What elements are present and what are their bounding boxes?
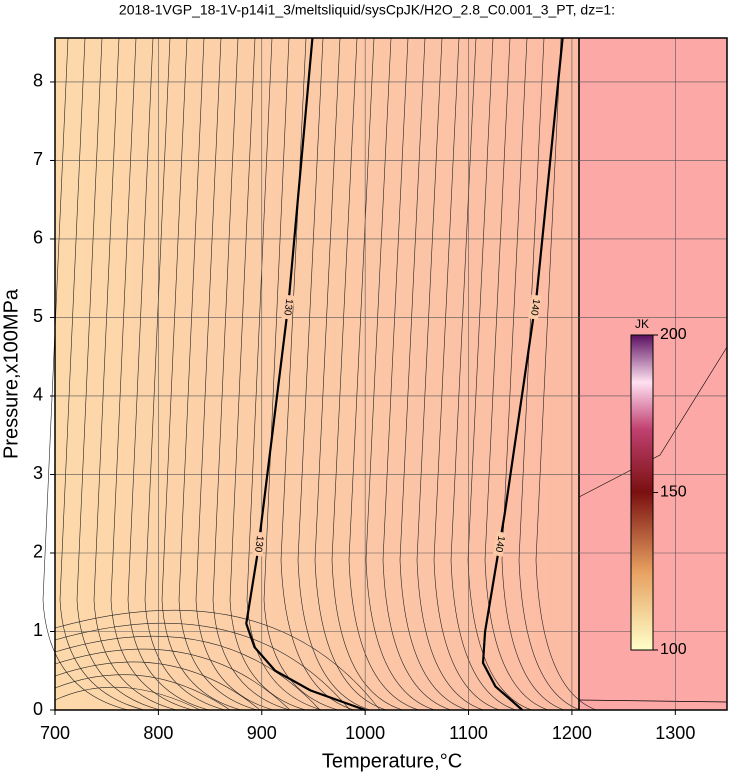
- x-tick-label: 1200: [552, 723, 592, 743]
- thin-contour: [280, 37, 355, 711]
- chart-title: 2018-1VGP_18-1V-p14i1_3/meltsliquid/sysC…: [119, 2, 615, 18]
- y-tick-label: 3: [33, 463, 43, 483]
- thin-contour: [382, 37, 452, 711]
- thin-contour: [54, 686, 201, 711]
- x-tick-label: 1100: [449, 723, 488, 743]
- thin-contour: [54, 648, 291, 711]
- y-tick-label: 5: [33, 306, 43, 326]
- thin-contour: [399, 37, 468, 711]
- thin-contour: [535, 37, 597, 711]
- x-tick-label: 800: [143, 723, 173, 743]
- x-tick-label: 1000: [345, 723, 385, 743]
- thin-contour: [263, 37, 339, 711]
- thin-contour: [144, 37, 225, 711]
- y-tick-label: 2: [33, 542, 43, 562]
- thin-contour: [54, 609, 381, 711]
- thin-contour: [314, 37, 387, 711]
- colorbar-tick-label: 200: [660, 326, 687, 343]
- colorbar-tick-label: 100: [660, 641, 687, 658]
- thin-contour: [195, 37, 274, 711]
- thin-contour: [297, 37, 371, 711]
- thin-contour: [578, 346, 728, 498]
- x-axis-label: Temperature,°C: [322, 750, 462, 772]
- x-tick-label: 700: [40, 723, 70, 743]
- y-axis-label: Pressure,x100MPa: [0, 288, 22, 459]
- colorbar-label: JK: [635, 317, 649, 331]
- contour-label-bg: [281, 294, 295, 320]
- contour-label-bg: [252, 531, 266, 557]
- contour-line: [481, 37, 564, 711]
- thin-contour: [54, 622, 351, 711]
- y-tick-label: 4: [33, 385, 43, 405]
- thin-contour: [229, 37, 306, 711]
- thin-contour: [76, 37, 161, 711]
- colorbar-tick-label: 150: [660, 484, 687, 501]
- thin-contour: [110, 37, 193, 711]
- x-tick-label: 900: [247, 723, 277, 743]
- contour-label-bg: [528, 294, 542, 320]
- contour-label: 130: [252, 535, 265, 553]
- thin-contour: [54, 635, 321, 711]
- y-tick-label: 7: [33, 149, 43, 169]
- thin-contour: [212, 37, 290, 711]
- y-tick-label: 0: [33, 699, 43, 719]
- y-tick-label: 6: [33, 228, 43, 248]
- thin-contour: [348, 37, 419, 711]
- thin-contour: [518, 37, 581, 711]
- thin-contour: [484, 37, 548, 711]
- thin-contour: [59, 37, 145, 711]
- contour-label: 140: [493, 535, 507, 554]
- plot-frame: [54, 37, 728, 711]
- contours: 130 130 140 140: [245, 37, 564, 712]
- y-tick-label: 1: [33, 620, 43, 640]
- colorbar: [630, 334, 654, 651]
- thin-contour: [501, 37, 565, 711]
- thin-contour: [93, 37, 177, 711]
- thin-contour: [54, 674, 231, 711]
- x-tick-label: 1300: [655, 723, 695, 743]
- thin-contour: [127, 37, 209, 711]
- contour-label: 140: [528, 298, 541, 317]
- thin-contour: [365, 37, 435, 711]
- thin-contour: [42, 37, 129, 711]
- contour-label-bg: [492, 531, 507, 557]
- contour-label: 130: [281, 298, 294, 316]
- contour-line: [245, 37, 366, 712]
- thin-contour: [331, 37, 403, 711]
- thin-contour: [54, 661, 261, 711]
- thin-contour: [450, 37, 516, 711]
- boundary: [578, 699, 728, 703]
- thin-contour: [178, 37, 258, 711]
- thin-contour: [433, 37, 500, 711]
- y-tick-label: 8: [33, 71, 43, 91]
